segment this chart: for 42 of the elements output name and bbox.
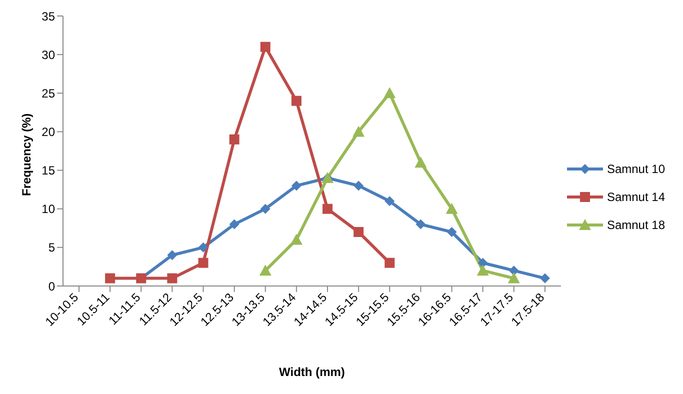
legend-label: Samnut 18 [606, 218, 665, 232]
point [354, 180, 364, 191]
point [229, 219, 240, 230]
y-tick-label: 25 [42, 86, 56, 100]
legend-label: Samnut 14 [606, 190, 665, 204]
y-tick-label: 35 [42, 9, 56, 24]
x-axis-title: Width (mm) [279, 365, 345, 379]
point [167, 273, 178, 284]
y-tick-label: 30 [42, 48, 56, 62]
y-axis-title: Frequency (%) [19, 113, 34, 196]
point [291, 96, 302, 106]
point [352, 126, 365, 137]
point [508, 272, 520, 284]
point [259, 264, 272, 276]
point [291, 180, 302, 191]
y-tick-label: 20 [42, 124, 56, 139]
point [322, 204, 333, 214]
point [260, 204, 270, 214]
point [540, 273, 550, 284]
point [290, 234, 302, 245]
point [384, 87, 396, 98]
point [446, 202, 458, 214]
y-tick-label: 0 [48, 279, 56, 294]
point [167, 250, 178, 260]
point [260, 42, 270, 52]
point [476, 264, 489, 276]
point [416, 219, 426, 230]
point [384, 258, 395, 268]
point [478, 258, 488, 268]
y-tick-label: 15 [42, 164, 56, 178]
point [105, 273, 116, 284]
point [414, 156, 427, 168]
point [384, 196, 395, 206]
point [198, 258, 208, 268]
point [508, 266, 519, 276]
point [198, 242, 208, 252]
point [229, 134, 240, 144]
y-tick-label: 10 [42, 202, 56, 216]
y-tick-label: 5 [48, 240, 56, 255]
point [446, 227, 457, 237]
legend-label: Samnut 10 [606, 162, 665, 176]
point [354, 227, 364, 237]
